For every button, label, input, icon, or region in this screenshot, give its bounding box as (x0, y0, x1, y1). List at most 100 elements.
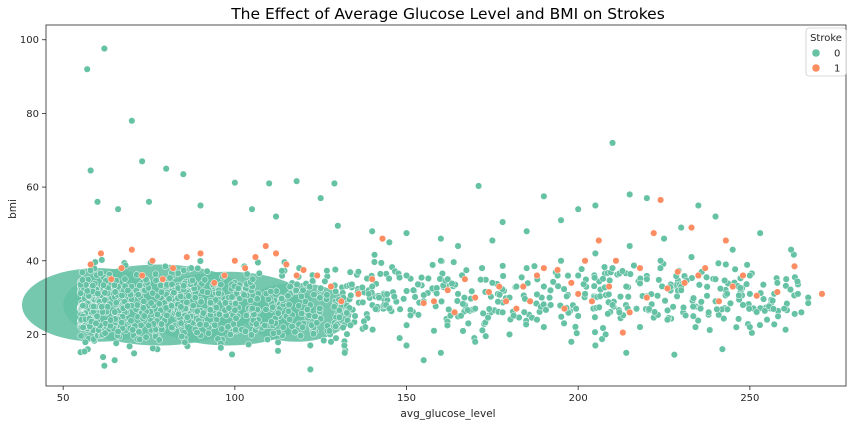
x-tick-label: 50 (57, 393, 70, 404)
data-point-stroke-1 (354, 290, 362, 298)
data-point (743, 261, 751, 269)
data-point (726, 299, 734, 307)
data-point (572, 305, 580, 313)
data-point-stroke-1 (753, 292, 761, 300)
x-tick-label: 150 (397, 393, 416, 404)
data-point-stroke-0 (437, 235, 445, 243)
data-point-stroke-0 (557, 216, 565, 224)
data-point (189, 302, 197, 310)
data-point-stroke-0 (657, 257, 665, 265)
legend-label-0: 0 (834, 49, 840, 60)
data-point (112, 299, 120, 307)
data-point-stroke-0 (265, 179, 273, 187)
data-point-stroke-0 (540, 192, 548, 200)
data-point (335, 306, 343, 314)
data-point-stroke-0 (114, 205, 122, 213)
data-point-stroke-0 (231, 179, 239, 187)
data-point (274, 338, 282, 346)
data-point (482, 332, 490, 340)
data-point-stroke-1 (643, 294, 651, 302)
data-point (769, 305, 778, 313)
data-point (360, 317, 368, 325)
data-point (137, 321, 145, 329)
data-point (288, 322, 296, 330)
data-point-stroke-1 (159, 275, 167, 283)
data-point (170, 289, 178, 297)
data-point-stroke-0 (567, 338, 575, 346)
data-point (224, 323, 232, 331)
data-point (383, 290, 391, 298)
data-point (557, 313, 565, 321)
data-point (346, 268, 354, 276)
data-point-stroke-0 (746, 323, 754, 331)
data-point (655, 276, 663, 284)
data-point (226, 330, 234, 339)
data-point-stroke-1 (337, 297, 345, 305)
data-point-stroke-0 (533, 316, 541, 324)
data-point-stroke-1 (241, 264, 249, 272)
data-point-stroke-0 (437, 349, 445, 357)
data-point-stroke-1 (502, 297, 510, 305)
series-1-points (87, 196, 826, 337)
data-point (429, 261, 437, 269)
data-point-stroke-1 (183, 253, 191, 261)
data-point-stroke-0 (330, 179, 338, 187)
data-point-stroke-1 (262, 242, 270, 250)
data-point-stroke-0 (361, 323, 369, 331)
data-point (756, 321, 764, 329)
y-axis: 20 40 60 80 100 (20, 35, 46, 341)
data-point-stroke-1 (282, 260, 290, 268)
data-point-stroke-0 (196, 201, 205, 210)
data-point (278, 295, 286, 303)
data-point-stroke-1 (574, 290, 582, 298)
data-point-stroke-1 (526, 297, 534, 305)
data-point (263, 335, 272, 343)
data-point (323, 291, 331, 299)
data-point (196, 320, 204, 328)
data-point-stroke-0 (464, 319, 472, 327)
data-point (99, 281, 108, 289)
data-point (202, 321, 210, 329)
data-point (443, 321, 451, 329)
data-point-stroke-1 (739, 271, 747, 280)
data-point-stroke-1 (636, 264, 644, 272)
data-point (679, 303, 688, 312)
axes-frame (45, 24, 847, 387)
data-point (79, 302, 87, 310)
data-point (403, 321, 411, 329)
data-point (285, 301, 293, 309)
data-point (147, 299, 155, 307)
data-point (231, 306, 239, 314)
data-point (140, 312, 148, 320)
data-point (745, 305, 753, 313)
data-point-stroke-0 (454, 290, 462, 298)
data-point (663, 306, 672, 314)
data-point-stroke-0 (670, 351, 678, 359)
y-tick-label: 100 (20, 35, 39, 46)
data-point-stroke-0 (471, 338, 479, 346)
data-point (542, 306, 550, 314)
data-point (605, 290, 613, 298)
data-point (332, 334, 340, 342)
data-point-stroke-1 (595, 236, 603, 245)
data-point (682, 311, 690, 320)
data-point-stroke-1 (605, 282, 613, 291)
data-point (168, 280, 176, 288)
data-point (595, 303, 603, 311)
data-point-stroke-0 (87, 166, 95, 175)
data-point-stroke-0 (475, 182, 483, 190)
data-point-stroke-0 (334, 222, 342, 230)
data-point (546, 286, 555, 294)
data-point (193, 328, 201, 337)
data-point-stroke-0 (341, 349, 349, 357)
data-point (92, 319, 100, 327)
data-point (479, 309, 487, 317)
legend-title: Stroke (810, 33, 842, 44)
data-point (518, 273, 526, 281)
data-point (121, 275, 129, 283)
data-point (252, 320, 260, 328)
data-point-stroke-1 (567, 279, 575, 287)
data-point (484, 314, 492, 322)
data-point (124, 286, 132, 294)
data-point-stroke-0 (128, 117, 136, 125)
